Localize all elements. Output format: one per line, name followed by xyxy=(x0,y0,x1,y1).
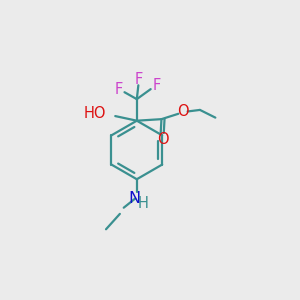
Text: H: H xyxy=(137,196,148,211)
Text: O: O xyxy=(177,104,189,119)
Text: HO: HO xyxy=(83,106,106,121)
Text: N: N xyxy=(128,191,141,206)
Text: O: O xyxy=(157,132,169,147)
Text: F: F xyxy=(134,72,142,87)
Text: F: F xyxy=(114,82,122,98)
Text: F: F xyxy=(153,78,161,93)
